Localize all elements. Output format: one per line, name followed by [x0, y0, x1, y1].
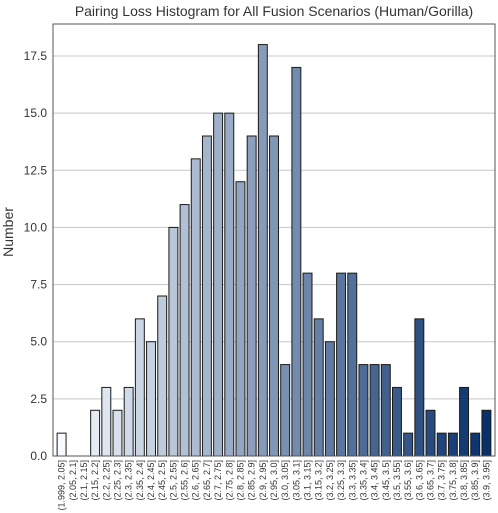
- x-tick-label: (2.15, 2.2]: [90, 460, 100, 501]
- x-tick-label: (2.7, 2.75]: [213, 460, 223, 501]
- x-tick-label: (3.05, 3.1]: [291, 460, 301, 501]
- bar: [134, 318, 145, 457]
- y-tick-labels: 0.0 2.5 5.0 7.5 10.0 12.5 15.0 17.5: [24, 49, 48, 463]
- x-tick-label: (3.85, 3.9]: [470, 460, 480, 501]
- x-tick-label: (2.4, 2.45]: [146, 460, 156, 501]
- x-tick-label: (3.35, 3.4]: [358, 460, 368, 501]
- x-tick-label: (2.65, 2.7]: [202, 460, 212, 501]
- bar: [291, 66, 302, 457]
- bar: [324, 341, 335, 457]
- x-tick-label: (1.999, 2.05]: [57, 460, 67, 511]
- bar: [201, 135, 212, 457]
- x-tick-label: (3.65, 3.7]: [426, 460, 436, 501]
- x-tick-label: (2.5, 2.55]: [168, 460, 178, 501]
- y-tick-label: 12.5: [24, 163, 48, 177]
- bar: [235, 181, 246, 457]
- bar: [447, 432, 458, 457]
- bar: [392, 386, 402, 457]
- y-tick-label: 2.5: [30, 392, 47, 406]
- y-tick-label: 5.0: [30, 335, 47, 349]
- x-tick-label: (2.35, 2.4]: [135, 460, 145, 501]
- bar: [190, 158, 201, 457]
- x-tick-label: (2.25, 2.3]: [112, 460, 122, 501]
- x-tick-label: (3.45, 3.5]: [381, 460, 391, 501]
- x-tick-label: (3.5, 3.55]: [392, 460, 402, 501]
- x-tick-label: (2.45, 2.5]: [157, 460, 167, 501]
- x-tick-label: (3.25, 3.3]: [336, 460, 346, 501]
- bar: [90, 409, 101, 457]
- x-tick-label: (3.15, 3.2]: [314, 460, 324, 501]
- y-tick-label: 15.0: [24, 106, 48, 120]
- chart-title: Pairing Loss Histogram for All Fusion Sc…: [75, 3, 473, 19]
- y-tick-label: 17.5: [24, 49, 48, 63]
- bar: [101, 386, 112, 457]
- bars: [56, 44, 492, 457]
- x-tick-label: (2.55, 2.6]: [180, 460, 190, 501]
- x-tick-label: (2.95, 3.0]: [269, 460, 279, 501]
- x-tick-label: (2.05, 2.1]: [68, 460, 78, 501]
- y-tick-label: 7.5: [30, 278, 47, 292]
- x-tick-label: (3.1, 3.15]: [303, 460, 313, 501]
- bar: [425, 409, 436, 457]
- x-tick-label: (2.2, 2.25]: [101, 460, 111, 501]
- y-tick-label: 10.0: [24, 220, 48, 234]
- bar: [157, 295, 168, 457]
- x-tick-label: (3.2, 3.25]: [325, 460, 335, 501]
- bar: [481, 409, 492, 457]
- bar: [280, 364, 291, 457]
- x-tick-label: (2.8, 2.85]: [235, 460, 245, 501]
- x-tick-label: (2.9, 2.95]: [258, 460, 268, 501]
- bar: [358, 364, 369, 457]
- bar: [146, 341, 156, 457]
- x-tick-label: (3.9, 3.95]: [481, 460, 491, 501]
- bar: [123, 386, 134, 457]
- bar: [336, 272, 347, 457]
- x-tick-label: (2.3, 2.35]: [124, 460, 134, 501]
- bar: [246, 135, 257, 457]
- plot-frame: [52, 23, 496, 457]
- bar: [403, 432, 414, 457]
- bar: [459, 386, 470, 457]
- bar: [224, 112, 235, 457]
- bar: [369, 364, 380, 457]
- x-tick-label: (3.7, 3.75]: [437, 460, 447, 501]
- bar: [380, 364, 391, 457]
- bar: [414, 318, 425, 457]
- x-tick-label: (3.8, 3.85]: [459, 460, 469, 501]
- bar: [112, 409, 123, 457]
- x-tick-label: (2.1, 2.15]: [79, 460, 89, 501]
- bar: [269, 135, 279, 457]
- x-tick-label: (2.6, 2.65]: [191, 460, 201, 501]
- x-tick-label: (2.75, 2.8]: [224, 460, 234, 501]
- x-tick-labels: (1.999, 2.05] (2.05, 2.1] (2.1, 2.15] (2.15…: [57, 460, 492, 511]
- x-tick-label: (2.85, 2.9]: [247, 460, 257, 501]
- x-tick-label: (3.0, 3.05]: [280, 460, 290, 501]
- bar: [470, 432, 481, 457]
- x-tick-label: (3.4, 3.45]: [370, 460, 380, 501]
- bar: [179, 204, 190, 457]
- y-tick-label: 0.0: [30, 449, 47, 463]
- x-tick-label: (3.55, 3.6]: [403, 460, 413, 501]
- x-tick-label: (3.75, 3.8]: [448, 460, 458, 501]
- bar: [313, 318, 324, 457]
- bar: [56, 432, 67, 457]
- y-axis-label: Number: [0, 207, 16, 257]
- bar: [257, 44, 268, 457]
- bar: [213, 112, 224, 457]
- x-tick-label: (3.6, 3.65]: [414, 460, 424, 501]
- bar: [347, 272, 358, 457]
- bar: [168, 226, 179, 457]
- x-tick-label: (3.3, 3.35]: [347, 460, 357, 501]
- bar: [436, 432, 447, 457]
- bar: [302, 272, 313, 457]
